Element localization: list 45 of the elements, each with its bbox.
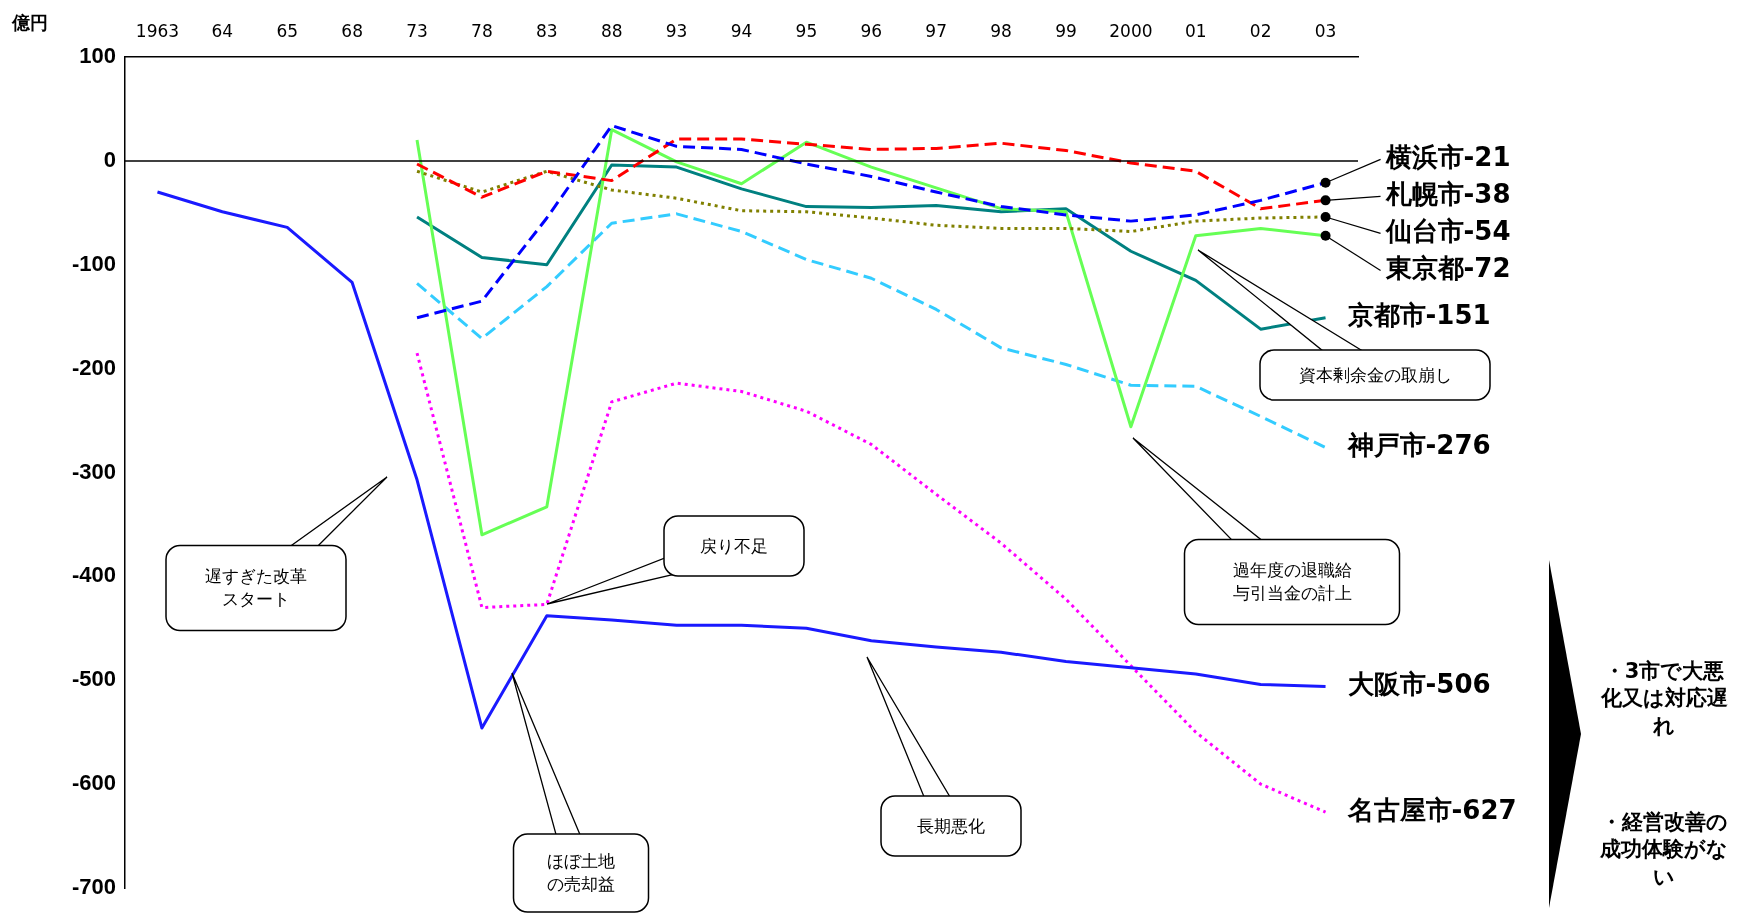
x-tick-label: 73 <box>406 21 428 42</box>
x-tick-label: 98 <box>990 21 1012 42</box>
y-tick-label: -700 <box>71 874 116 900</box>
y-tick-label: 0 <box>103 146 116 172</box>
x-tick-label: 02 <box>1249 21 1272 42</box>
x-tick-label: 99 <box>1055 21 1077 42</box>
x-tick-label: 96 <box>860 21 883 42</box>
series-label: 名古屋市-627 <box>1346 794 1517 825</box>
x-tick-label: 65 <box>276 21 299 42</box>
series-label: 神戸市-276 <box>1345 430 1491 461</box>
legend-label: 東京都-72 <box>1384 253 1511 284</box>
text: ・3市で大悪化又は対応遅れ <box>1600 658 1728 740</box>
x-tick-label: 03 <box>1314 21 1337 42</box>
legend-label: 仙台市-54 <box>1384 216 1511 247</box>
y-tick-label: -200 <box>71 354 116 380</box>
x-tick-label: 2000 <box>1109 21 1153 42</box>
x-tick-label: 78 <box>471 21 493 42</box>
y-tick-label: -400 <box>71 562 116 588</box>
x-tick-label: 83 <box>536 21 558 42</box>
y-axis-title: 億円 <box>11 11 48 33</box>
legend-label: 横浜市-21 <box>1384 142 1511 173</box>
x-tick-label: 01 <box>1184 21 1207 42</box>
x-tick-label: 97 <box>925 21 947 42</box>
annotation: 戻り不足 <box>699 534 769 558</box>
y-tick-label: -500 <box>71 666 116 692</box>
y-tick-label: -300 <box>71 458 116 484</box>
x-tick-label: 95 <box>795 21 818 42</box>
annotation: 過年度の退職給与引当金の計上 <box>1231 559 1353 605</box>
annotation: 資本剰余金の取崩し <box>1297 363 1453 387</box>
text: ・経営改善の成功体験がない <box>1600 809 1728 891</box>
series-label: 京都市-151 <box>1346 300 1491 331</box>
series-label: 大阪市-506 <box>1347 669 1491 700</box>
x-tick-label: 1963 <box>135 21 180 42</box>
annotation: 長期悪化 <box>916 814 986 838</box>
x-tick-label: 64 <box>211 21 234 42</box>
x-tick-label: 94 <box>730 21 753 42</box>
legend-label: 札幌市-38 <box>1384 179 1511 210</box>
x-tick-label: 88 <box>600 21 623 42</box>
y-tick-label: -100 <box>71 250 116 276</box>
y-tick-label: 100 <box>79 43 116 69</box>
x-tick-label: 93 <box>665 21 688 42</box>
x-tick-label: 68 <box>341 21 363 42</box>
annotation: 遅すぎた改革スタート <box>204 565 308 611</box>
y-tick-label: -600 <box>71 770 116 796</box>
annotation: ほぼ土地の売却益 <box>546 850 616 896</box>
